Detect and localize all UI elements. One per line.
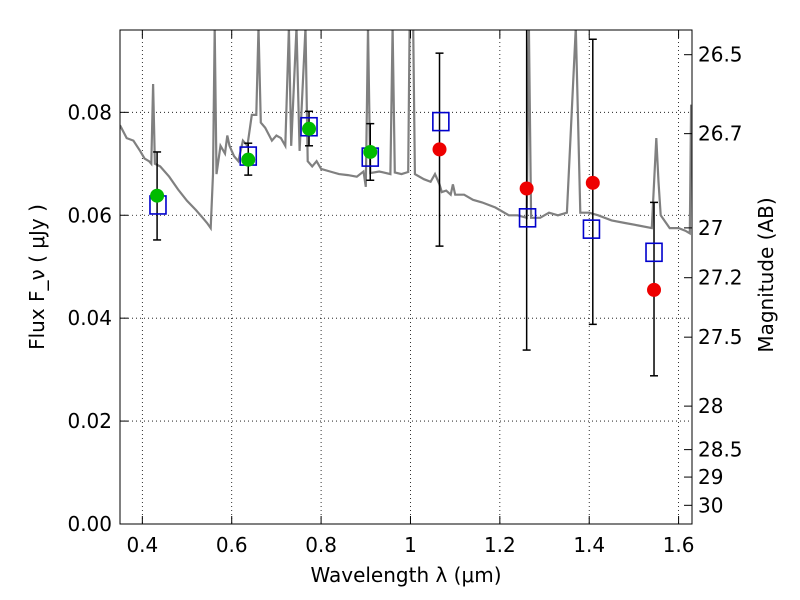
observed-flux-marker xyxy=(241,152,256,167)
y2-tick-label: 27 xyxy=(698,216,723,240)
y2-tick-label: 28 xyxy=(698,394,723,418)
y2-tick-label: 28.5 xyxy=(698,438,743,462)
x-tick-label: 1 xyxy=(404,533,417,557)
model-flux-marker xyxy=(518,208,537,228)
y-tick-label: 0.02 xyxy=(67,409,112,433)
y2-tick-label: 30 xyxy=(698,493,723,517)
model-spectrum-series xyxy=(120,30,692,236)
y2-tick-label: 26.7 xyxy=(698,122,743,146)
observed-flux-marker xyxy=(519,181,534,196)
y-tick-label: 0.04 xyxy=(67,306,112,330)
observed-flux-marker xyxy=(363,144,378,159)
y2-tick-label: 27.5 xyxy=(698,325,743,349)
observed-flux-marker xyxy=(150,188,165,203)
observed-flux-marker xyxy=(585,175,600,190)
y-axis-title: Flux F_ν ( μJy ) xyxy=(25,204,49,350)
y2-tick-label: 29 xyxy=(698,465,723,489)
plot-frame xyxy=(119,29,693,525)
x-tick-label: 0.4 xyxy=(126,533,158,557)
y2-tick-label: 27.2 xyxy=(698,266,743,290)
observed-flux-marker xyxy=(647,282,662,297)
x-tick-label: 1.6 xyxy=(663,533,695,557)
model-flux-marker xyxy=(645,242,663,263)
y-tick-label: 0.08 xyxy=(67,100,112,124)
observed-flux-marker xyxy=(302,121,317,136)
x-tick-label: 1.2 xyxy=(484,533,516,557)
model-photometry-series xyxy=(149,111,663,263)
error-bars xyxy=(153,30,659,377)
grid-lines xyxy=(120,30,692,525)
observed-photometry-series xyxy=(150,121,662,297)
y-tick-label: 0.00 xyxy=(67,512,112,536)
model-flux-marker xyxy=(582,219,601,239)
observed-flux-marker xyxy=(432,142,447,157)
model-flux-marker xyxy=(432,111,450,132)
right-axis-title: Magnitude (AB) xyxy=(754,197,778,352)
x-tick-label: 0.8 xyxy=(305,533,337,557)
model-spectrum-line xyxy=(120,30,692,236)
x-axis-title: Wavelength λ (μm) xyxy=(310,563,501,587)
axis-ticks: 0.4 0.6 0.8 1 1.2 1.4 1.6 0.00 0.02 0.04 0.06 0.08 2… xyxy=(67,30,743,557)
y-tick-label: 0.06 xyxy=(67,203,112,227)
y2-tick-label: 26.5 xyxy=(698,43,743,67)
x-tick-label: 0.6 xyxy=(216,533,248,557)
x-tick-label: 1.4 xyxy=(573,533,605,557)
